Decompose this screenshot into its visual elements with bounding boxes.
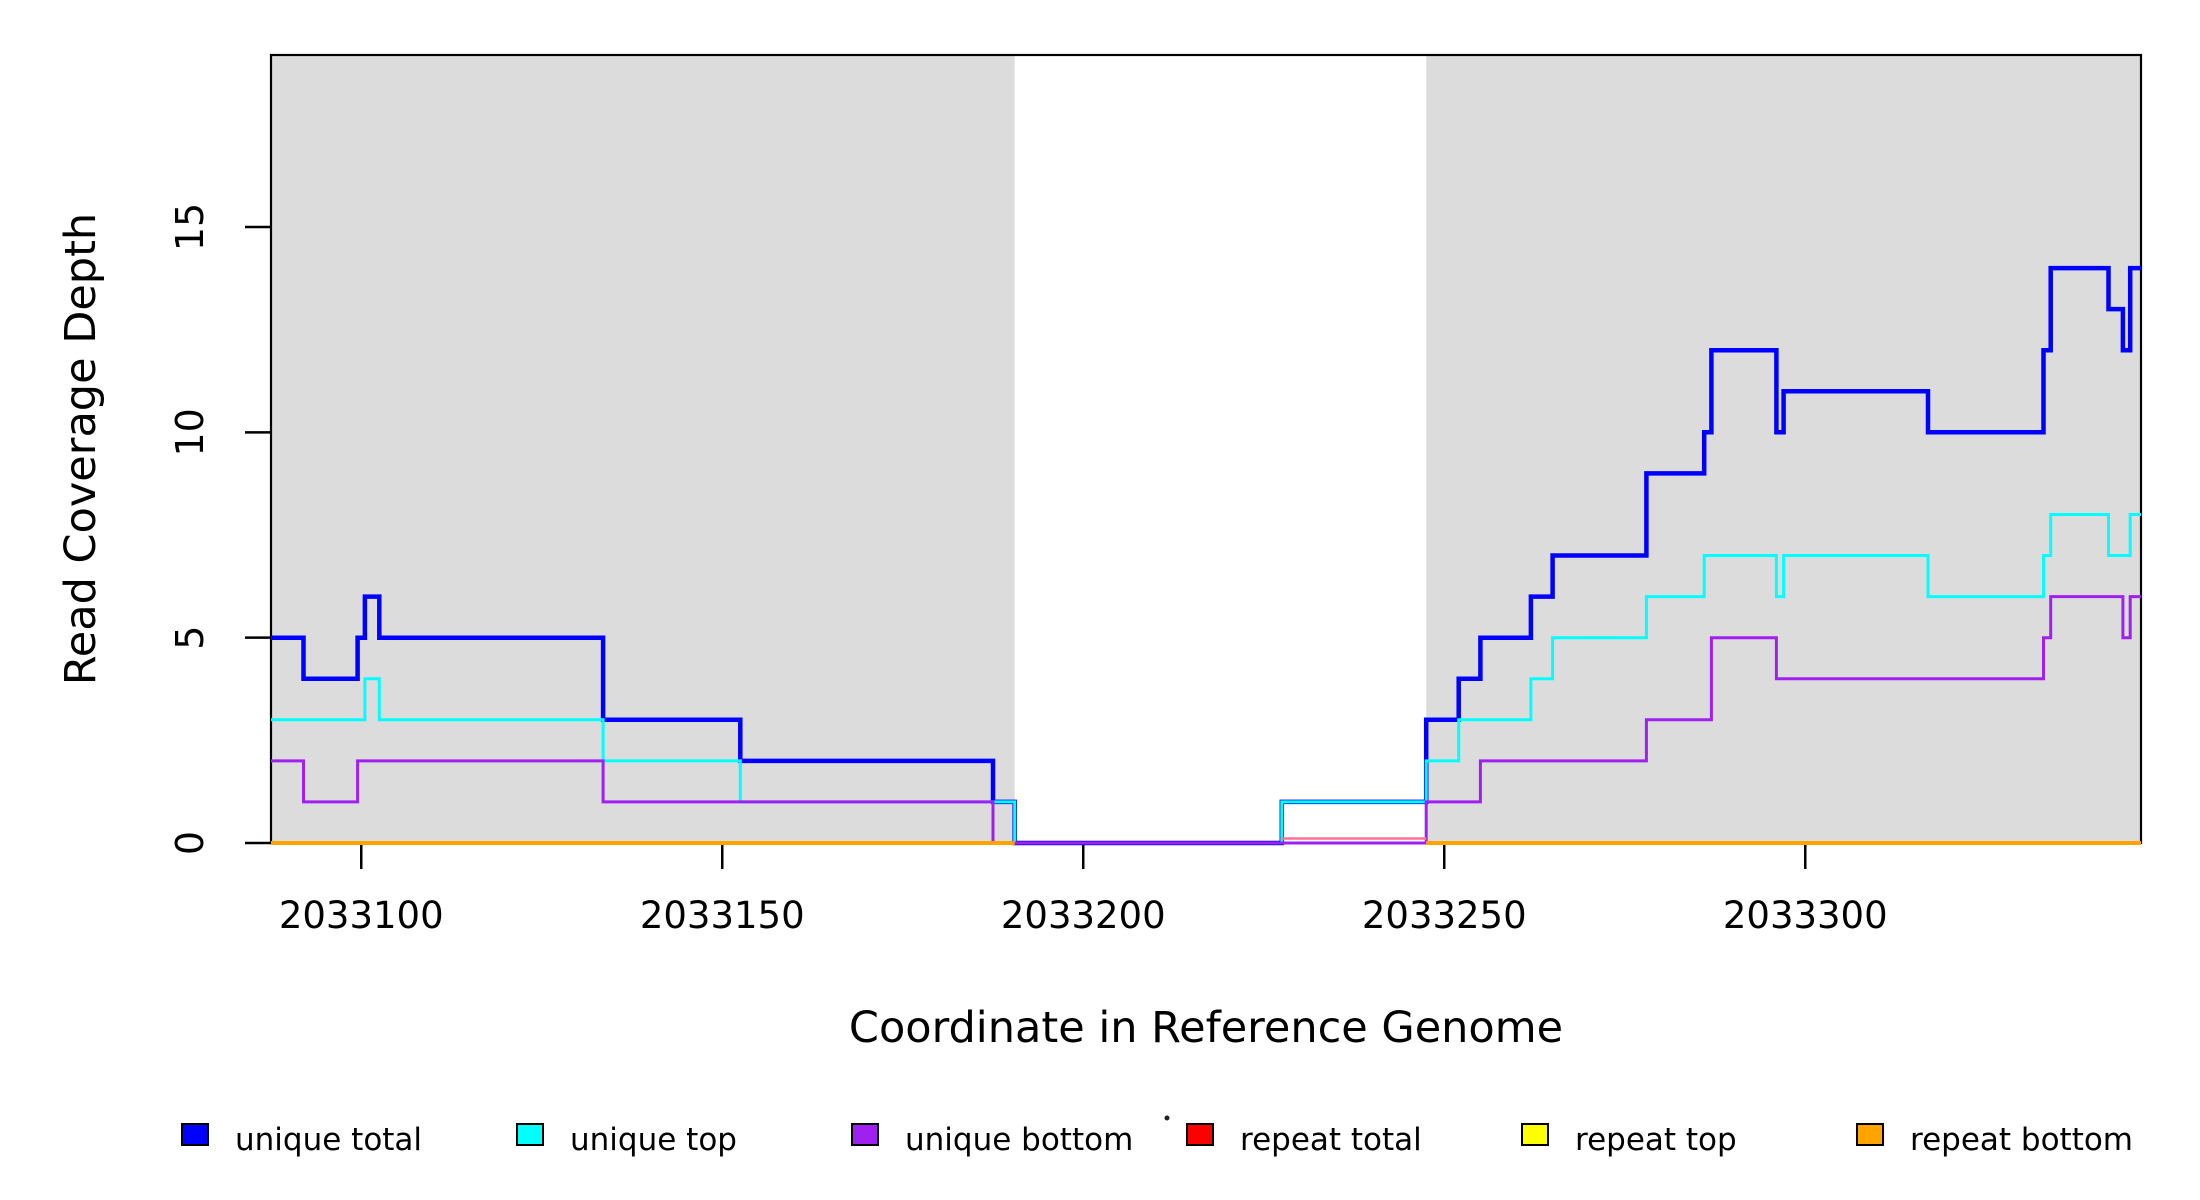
legend-item: unique total bbox=[181, 1122, 422, 1158]
legend-swatch bbox=[851, 1123, 879, 1146]
y-tick-label: 5 bbox=[168, 626, 212, 650]
x-tick-label: 2033200 bbox=[1001, 894, 1166, 937]
x-tick-label: 2033300 bbox=[1723, 894, 1888, 937]
legend: unique total unique top unique bottom repea… bbox=[181, 1122, 2133, 1158]
legend-item: repeat top bbox=[1521, 1122, 1737, 1158]
legend-swatch bbox=[1186, 1123, 1214, 1146]
legend-item: unique bottom bbox=[851, 1122, 1133, 1158]
legend-label: unique bottom bbox=[905, 1122, 1133, 1158]
y-tick-label: 0 bbox=[168, 831, 212, 855]
legend-swatch bbox=[1856, 1123, 1884, 1146]
series-line-unique-top bbox=[271, 513, 2141, 845]
legend-swatch bbox=[1521, 1123, 1549, 1146]
stray-dot-artifact bbox=[1164, 1115, 1170, 1121]
x-axis-title: Coordinate in Reference Genome bbox=[849, 1003, 1563, 1053]
shaded-repeat-regions bbox=[271, 55, 2141, 843]
legend-swatch bbox=[516, 1123, 544, 1146]
x-tick-label: 2033100 bbox=[279, 894, 444, 937]
y-tick-label: 15 bbox=[168, 203, 212, 251]
shaded-region bbox=[1426, 55, 2141, 843]
x-tick-label: 2033250 bbox=[1362, 894, 1527, 937]
series-line-unique-bottom bbox=[271, 595, 2141, 845]
legend-label: repeat total bbox=[1240, 1122, 1422, 1158]
shaded-region bbox=[271, 55, 1015, 843]
y-tick-label: 10 bbox=[168, 408, 212, 456]
legend-label: repeat top bbox=[1575, 1122, 1737, 1158]
axis-ticks: 2033100 2033150 2033200 2033250 2033300 0 5 10 1… bbox=[168, 203, 1888, 937]
x-tick-label: 2033150 bbox=[640, 894, 805, 937]
legend-label: unique total bbox=[235, 1122, 422, 1158]
series-lines bbox=[271, 265, 2141, 846]
y-axis-title: Read Coverage Depth bbox=[56, 213, 106, 685]
series-line-unique-total bbox=[271, 265, 2141, 846]
legend-item: unique top bbox=[516, 1122, 737, 1158]
legend-label: repeat bottom bbox=[1910, 1122, 2133, 1158]
legend-item: repeat bottom bbox=[1856, 1122, 2133, 1158]
legend-swatch bbox=[181, 1123, 209, 1146]
legend-label: unique top bbox=[570, 1122, 737, 1158]
legend-item: repeat total bbox=[1186, 1122, 1422, 1158]
